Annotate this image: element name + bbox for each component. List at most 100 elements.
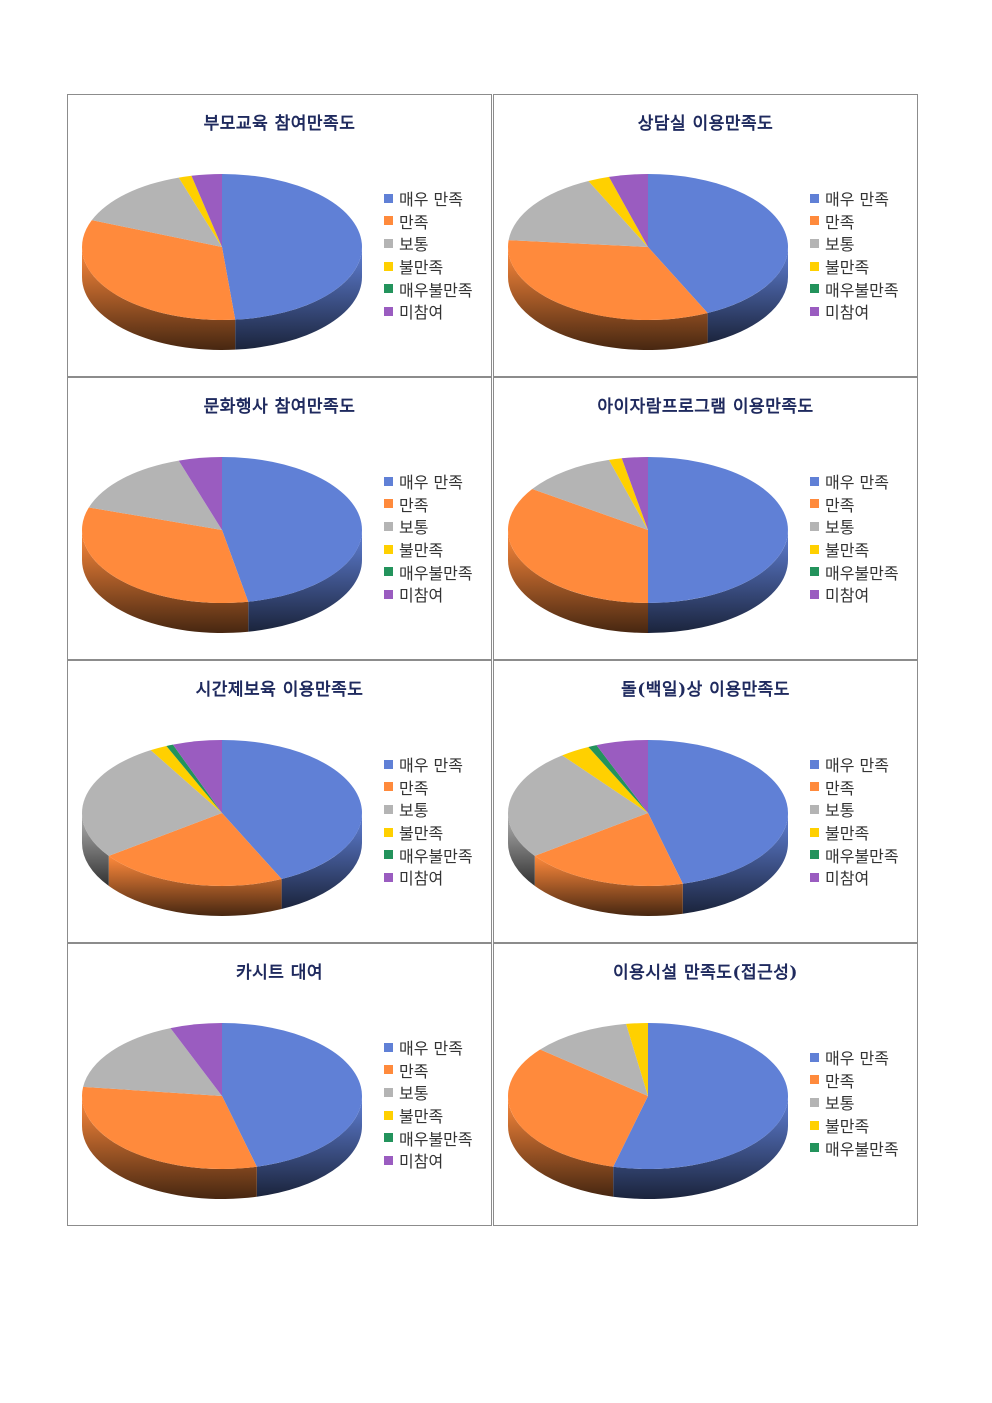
pie-side-만족 [508,247,708,350]
legend-swatch [810,872,819,882]
pie-slice-매우불만족 [588,745,648,813]
legend-item: 매우 만족 [384,470,473,493]
legend-item: 불만족 [384,821,473,844]
legend-item: 불만족 [810,821,899,844]
pie-side-만족 [108,855,282,916]
legend-item: 미참여 [384,866,473,889]
pie-top [508,174,788,320]
pie-slice-매우 만족 [648,457,788,603]
pie-slice-미참여 [191,174,222,247]
legend-label: 만족 [825,495,855,515]
legend-swatch [384,589,393,599]
pie-slice-매우불만족 [166,744,222,813]
chart-panel: 이용시설 만족도(접근성) 매우 만족 만족 보통 불만족 매우불만족 [493,943,918,1226]
pie-slice-미참여 [178,457,222,530]
pie-slice-매우 만족 [222,740,362,880]
pie-slice-매우 만족 [648,740,789,884]
pie-slice-만족 [507,1049,648,1167]
legend-swatch [810,1052,819,1062]
pie-side-매우 만족 [682,813,788,914]
pie-chart [81,1023,363,1199]
pie-slice-만족 [81,507,249,603]
legend-swatch [810,759,819,769]
pie-slice-보통 [82,750,222,856]
legend-swatch [810,782,819,792]
chart-panel: 문화행사 참여만족도 매우 만족 만족 보통 불만족 매우불만족 미참여 [67,377,492,660]
legend-label: 매우 만족 [399,473,463,493]
legend-label: 불만족 [825,541,870,561]
legend-item: 매우불만족 [810,843,899,866]
chart-title: 돌(백일)상 이용만족도 [621,680,790,700]
legend-item: 보통 [810,515,899,538]
legend-label: 미참여 [825,303,870,323]
legend-label: 만족 [399,495,429,515]
pie-side [82,1096,362,1199]
pie-slice-만족 [108,813,282,886]
legend-item: 매우불만족 [810,1136,899,1159]
pie-slice-미참여 [608,174,648,247]
legend-label: 미참여 [399,586,444,606]
pie-chart [81,457,363,633]
pie-side-만족 [82,530,249,633]
legend-item: 매우 만족 [384,1036,473,1059]
legend-swatch [384,216,393,226]
pie-side-만족 [508,1096,614,1197]
legend-item: 미참여 [810,866,899,889]
pie-slice-보통 [83,1028,222,1096]
legend-label: 보통 [399,518,429,538]
legend-label: 매우불만족 [825,563,899,583]
pie-side-매우 만족 [648,530,788,633]
legend-item: 불만족 [384,255,473,278]
legend-item: 보통 [384,515,473,538]
legend-label: 만족 [825,778,855,798]
legend-label: 매우불만족 [399,1129,473,1149]
pie-slice-불만족 [588,176,648,247]
legend-swatch [810,589,819,599]
pie-chart [508,457,788,633]
legend-label: 매우 만족 [825,1049,889,1069]
chart-legend: 매우 만족 만족 보통 불만족 매우불만족 미참여 [810,753,899,889]
legend-label: 보통 [399,235,429,255]
pie-slice-미참여 [621,457,648,530]
pie-slice-미참여 [170,1023,222,1096]
chart-legend: 매우 만족 만족 보통 불만족 매우불만족 미참여 [810,470,899,606]
legend-item: 만족 [810,493,899,516]
legend-label: 미참여 [825,586,870,606]
chart-title: 상담실 이용만족도 [637,114,774,134]
legend-swatch [384,238,393,248]
pie-side-만족 [508,530,648,633]
legend-item: 매우불만족 [810,560,899,583]
legend-swatch [810,284,819,294]
legend-label: 만족 [399,1061,429,1081]
legend-swatch [810,238,819,248]
legend-label: 매우불만족 [399,280,473,300]
legend-item: 만족 [810,1069,899,1092]
chart-legend: 매우 만족 만족 보통 불만족 매우불만족 미참여 [384,1036,473,1172]
legend-label: 불만족 [825,1117,870,1137]
legend-swatch [810,1097,819,1107]
pie-side-매우 만족 [281,813,362,910]
pie-top [82,740,362,886]
pie-slice-보통 [540,1023,648,1096]
legend-item: 미참여 [810,583,899,606]
chart-panel: 카시트 대여 매우 만족 만족 보통 불만족 매우불만족 미참여 [67,943,492,1226]
legend-swatch [384,306,393,316]
legend-label: 불만족 [399,541,444,561]
legend-swatch [384,782,393,792]
legend-label: 매우불만족 [825,1139,899,1159]
legend-swatch [810,1075,819,1085]
legend-item: 보통 [810,798,899,821]
legend-swatch [384,261,393,271]
legend-label: 보통 [825,235,855,255]
pie-side-매우 만족 [613,1096,788,1199]
legend-item: 만족 [810,776,899,799]
legend-swatch [384,476,393,486]
legend-swatch [384,1042,393,1052]
pie-slice-만족 [508,240,708,320]
legend-swatch [384,284,393,294]
legend-label: 만족 [825,1071,855,1091]
legend-label: 미참여 [399,303,444,323]
chart-legend: 매우 만족 만족 보통 불만족 매우불만족 미참여 [384,187,473,323]
legend-label: 매우불만족 [399,563,473,583]
pie-slice-만족 [534,813,683,886]
